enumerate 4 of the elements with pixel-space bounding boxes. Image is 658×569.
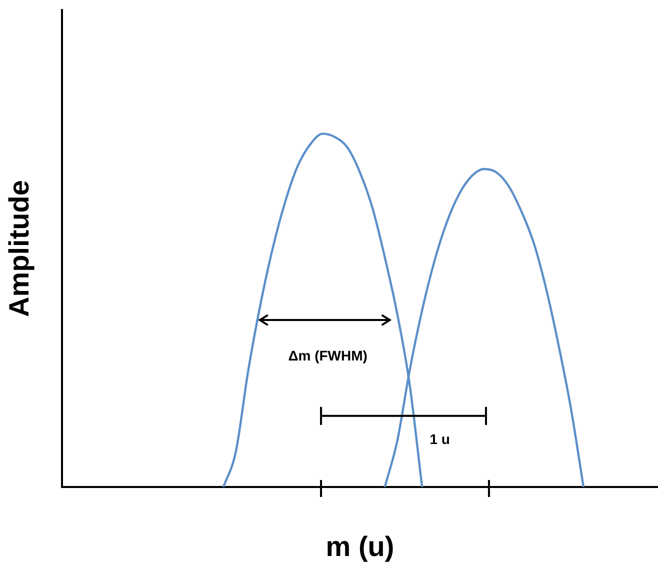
x-axis-title: m (u) [326,530,394,562]
annotation: Δm (FWHM) [288,348,368,364]
annotation: 1 u [430,431,450,448]
y-axis-title: Amplitude [4,180,35,317]
